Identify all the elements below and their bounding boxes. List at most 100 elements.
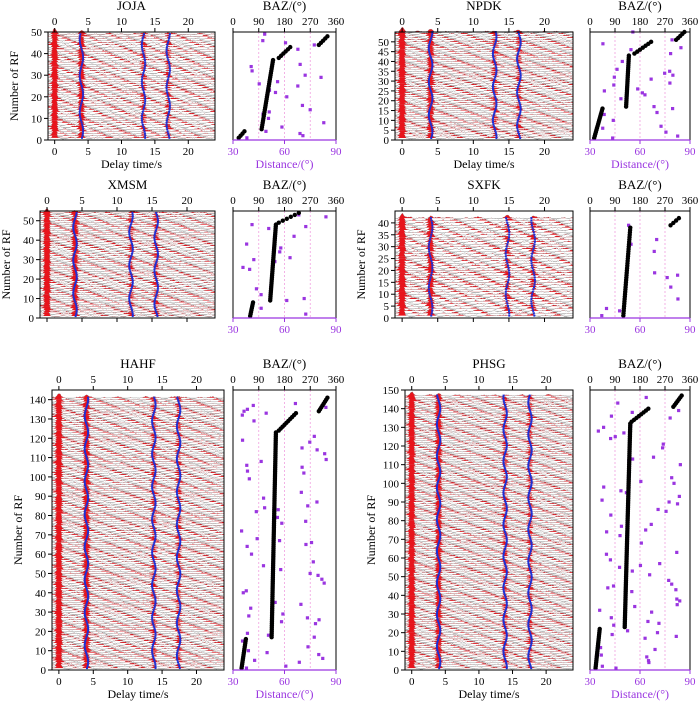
distance-point [239, 529, 244, 533]
rf-y-tick: 50 [35, 568, 47, 580]
rf-y-tick: 5 [384, 125, 390, 137]
rf-frame [394, 210, 574, 319]
rf-frame [47, 31, 216, 141]
baz-point [679, 393, 684, 398]
distance-point [277, 539, 282, 543]
rf-y-tick: 5 [384, 301, 390, 313]
distance-tick: 90 [331, 676, 343, 688]
distance-point [261, 564, 266, 568]
distance-point [605, 530, 609, 534]
rf-x-tick-top: 0 [409, 374, 415, 386]
rf-frame [394, 31, 574, 141]
baz-point [250, 300, 256, 305]
distance-point [675, 502, 680, 506]
baz-tick: 270 [302, 16, 319, 28]
distance-point [614, 666, 618, 670]
distance-point [668, 416, 672, 420]
baz-points [593, 393, 684, 671]
rf-y-tick: 130 [30, 414, 47, 426]
distance-point [249, 606, 253, 610]
rf-x-tick-bottom: 20 [183, 146, 195, 158]
rf-x-label: Delay time/s [454, 157, 515, 171]
distance-point [257, 82, 261, 86]
distance-point [655, 237, 659, 242]
phase-marks [72, 211, 159, 318]
distance-tick: 30 [585, 146, 597, 158]
phase-marks [435, 394, 533, 670]
distance-point [293, 401, 298, 406]
rf-x-tick-top: 0 [56, 374, 62, 386]
station-title: SXFK [467, 177, 501, 192]
distance-point [316, 573, 320, 577]
distance-point [644, 395, 648, 400]
distance-point [625, 629, 630, 633]
baz-point [646, 406, 651, 411]
distance-point [315, 500, 319, 504]
baz-label: BAZ/(°) [618, 0, 661, 13]
rf-x-tick-bottom: 10 [473, 676, 485, 688]
distance-point [322, 581, 326, 585]
distance-label: Distance/(°) [255, 157, 313, 171]
distance-point [675, 273, 680, 277]
distance-point [659, 124, 663, 128]
distance-point [299, 602, 303, 606]
distance-tick: 30 [228, 676, 240, 688]
rf-y-tick: 100 [383, 478, 400, 490]
baz-point [292, 212, 297, 218]
distance-point [655, 110, 659, 115]
rf-x-tick-top: 5 [85, 16, 91, 28]
rf-y-tick: 40 [388, 590, 400, 602]
rf-y-tick: 120 [383, 441, 400, 453]
distance-point [616, 401, 620, 405]
baz-tick: 180 [632, 195, 649, 207]
distance-point [602, 112, 606, 117]
distance-tick: 90 [685, 146, 697, 158]
distance-point [646, 659, 651, 663]
distance-point [668, 69, 672, 73]
distance-point [261, 496, 266, 500]
distance-point [245, 544, 249, 549]
distance-point [664, 130, 668, 134]
distance-point [652, 105, 656, 109]
distance-point [609, 513, 613, 517]
baz-tick: 90 [253, 16, 265, 28]
distance-point [613, 435, 617, 439]
distance-tick: 60 [635, 676, 647, 688]
baz-panel: 0 90 180 270 360 BAZ/(°) 30 60 90 Distance/(°) [228, 0, 345, 171]
rf-y-tick: 140 [30, 395, 47, 407]
baz-tick: 0 [587, 195, 593, 207]
distance-point [639, 541, 643, 545]
rf-y-tick: 25 [378, 86, 390, 98]
distance-label: Distance/(°) [255, 687, 313, 701]
baz-panel: 0 90 180 270 360 BAZ/(°) 30 60 90 Distance/(°) [585, 0, 699, 171]
distance-point [323, 452, 327, 456]
distance-point [240, 413, 244, 417]
rf-x-tick-bottom: 20 [541, 676, 553, 688]
rf-x-tick-bottom: 20 [539, 146, 551, 158]
distance-point [650, 610, 654, 614]
distance-point [667, 500, 671, 504]
baz-tick: 180 [276, 16, 293, 28]
rf-y-tick: 120 [30, 433, 47, 445]
distance-point [670, 38, 674, 42]
distance-point [322, 121, 326, 125]
distance-point [297, 660, 301, 664]
rf-y-tick: 30 [31, 70, 43, 82]
rf-y-tick: 50 [23, 216, 35, 228]
distance-point [305, 616, 310, 620]
rf-y-tick: 15 [378, 106, 390, 118]
distance-point [633, 604, 637, 609]
baz-panel: 0 90 180 270 360 BAZ/(°) 30 60 90 [585, 177, 699, 336]
baz-tick: 90 [610, 374, 622, 386]
distance-point [609, 436, 613, 441]
distance-point [245, 631, 250, 635]
distance-point [308, 108, 312, 112]
rf-x-tick-top: 15 [507, 374, 519, 386]
rf-x-tick-top: 20 [183, 16, 195, 28]
distance-tick: 30 [585, 324, 597, 336]
baz-tick: 90 [253, 195, 265, 207]
rf-x-tick-bottom: 10 [116, 146, 128, 158]
rf-frame [39, 210, 216, 319]
